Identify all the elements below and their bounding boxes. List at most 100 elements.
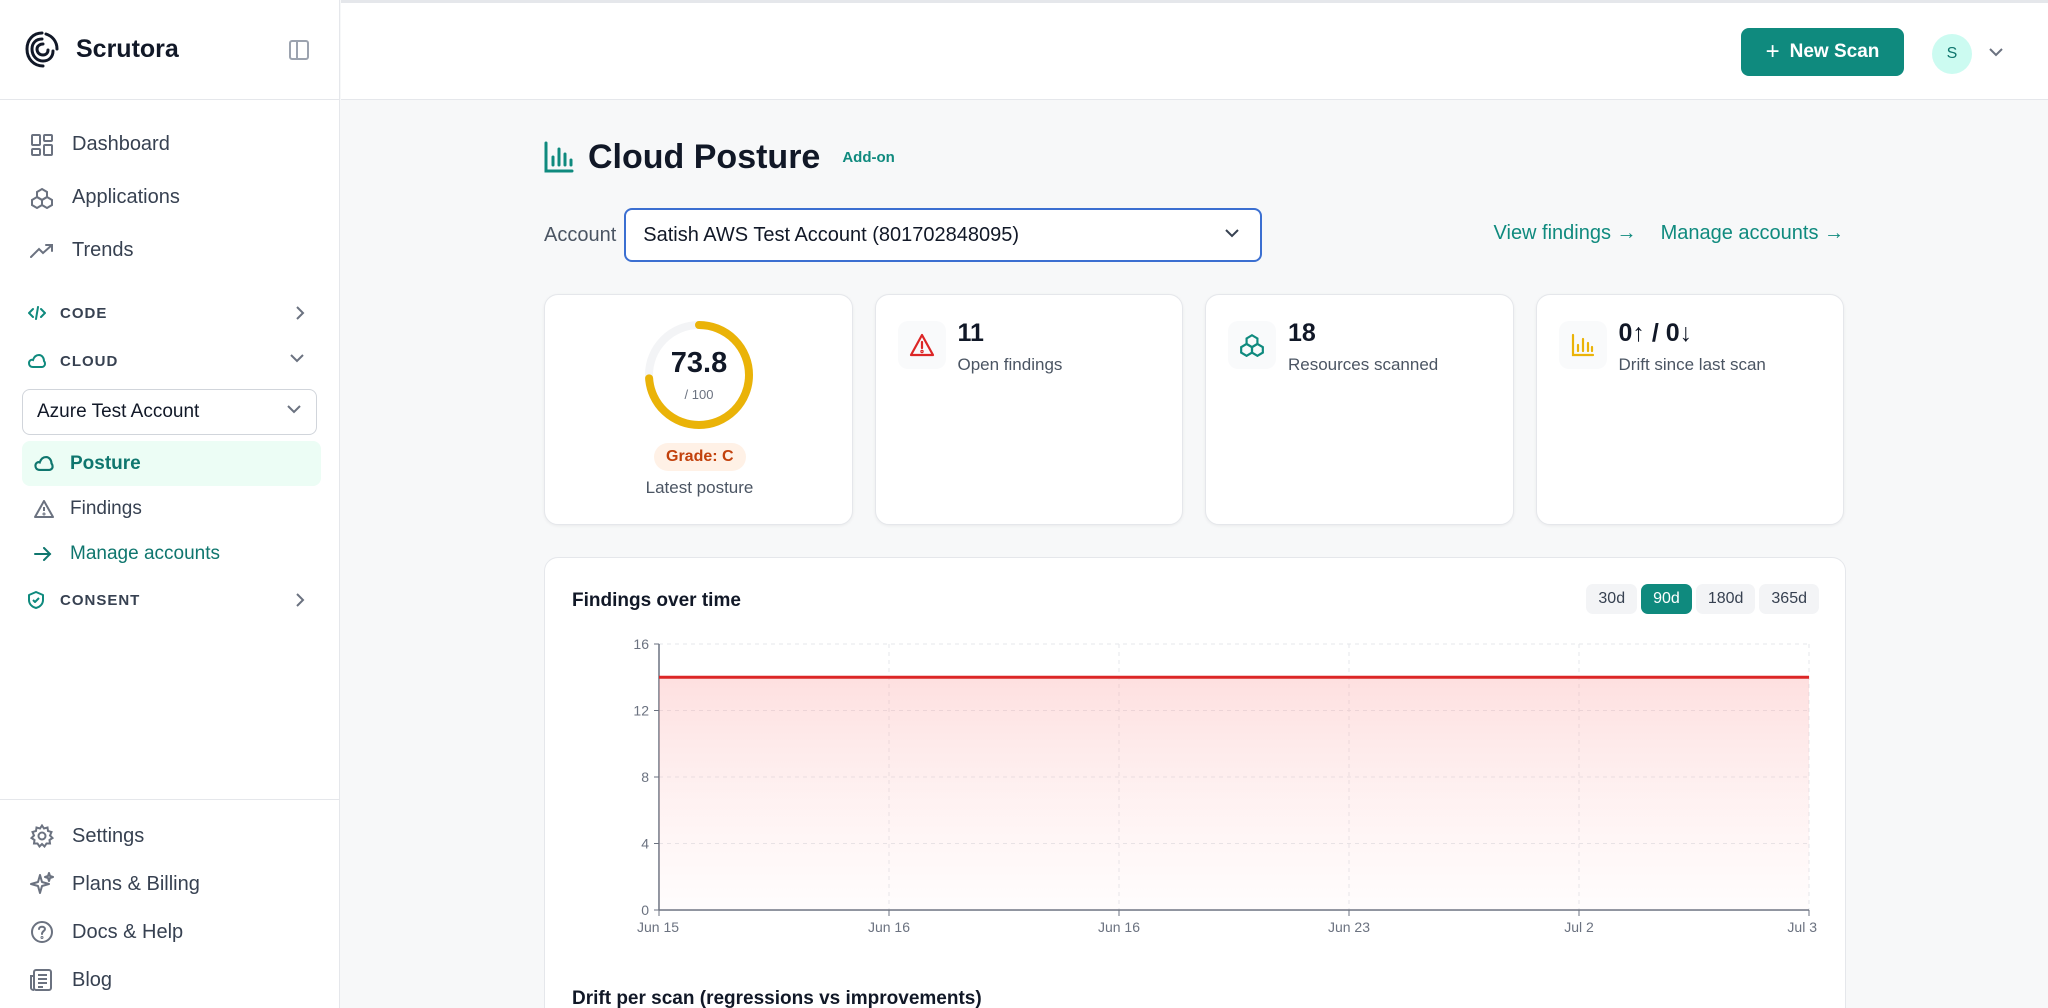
y-tick-label: 16 [633,636,649,652]
nav-item-label: Settings [72,824,145,847]
newspaper-icon [28,968,56,992]
chevron-right-icon [296,306,305,320]
collapse-sidebar-icon[interactable] [289,40,309,60]
view-findings-link[interactable]: View findings → [1493,222,1637,244]
avatar[interactable]: S [1932,34,1972,74]
main-nav: Dashboard Applications Trends CODE [0,100,339,624]
range-30d-button[interactable]: 30d [1586,584,1638,614]
brand-logo-icon [25,31,59,67]
arrow-right-icon [34,546,56,561]
x-tick-label: Jul 2 [1564,919,1594,935]
x-tick-label: Jul 3 [1787,919,1817,935]
account-row: Account Satish AWS Test Account (8017028… [544,208,1844,262]
shield-check-icon [28,591,48,609]
drift-label: Drift since last scan [1618,355,1766,374]
stat-cards: 73.8 / 100 Grade: C Latest posture 11 Op… [544,294,1844,525]
plus-icon: + [1765,38,1780,65]
sidebar-item-label: Manage accounts [70,542,220,564]
nav-item-label: Plans & Billing [72,872,200,895]
main-content: Cloud Posture Add-on Account Satish AWS … [544,100,1846,1008]
open-findings-label: Open findings [957,355,1063,374]
range-90d-button[interactable]: 90d [1641,584,1692,614]
chevron-down-icon [287,405,301,414]
drift-value: 0↑ / 0↓ [1618,319,1693,347]
chart-title: Findings over time [572,590,741,611]
score-gauge-ring [645,321,753,429]
series-area [659,677,1809,910]
account-select[interactable]: Satish AWS Test Account (801702848095) [624,208,1263,262]
x-tick-label: Jun 16 [1098,919,1140,935]
code-icon [28,306,48,320]
nav-item-label: Applications [72,186,180,208]
nav-item-label: Docs & Help [72,920,184,943]
score-gauge: 73.8 / 100 [643,319,755,431]
score-label: Latest posture [645,478,754,497]
sidebar-item-findings[interactable]: Findings [22,486,321,531]
nav-item-plans-billing[interactable]: Plans & Billing [0,860,339,908]
section-code[interactable]: CODE [0,289,339,337]
range-toggle: 30d 90d 180d 365d [1586,584,1819,614]
cloud-account-select[interactable]: Azure Test Account [22,389,317,435]
nav-item-label: Dashboard [72,133,170,155]
x-tick-label: Jun 16 [868,919,910,935]
y-tick-label: 4 [641,836,649,852]
page-title: Cloud Posture [588,137,821,176]
sidebar-item-manage-accounts[interactable]: Manage accounts [22,531,321,576]
applications-icon [28,186,56,210]
range-365d-button[interactable]: 365d [1759,584,1819,614]
warning-icon [897,321,946,369]
help-icon [28,920,56,944]
open-findings-card: 11 Open findings [874,294,1183,525]
sparkles-icon [28,872,56,896]
nav-item-dashboard[interactable]: Dashboard [0,118,339,171]
warning-icon [34,499,56,518]
section-cloud[interactable]: CLOUD [0,337,339,385]
sidebar-item-label: Posture [70,452,141,474]
chevron-down-icon [1225,229,1239,238]
x-tick-label: Jun 23 [1328,919,1370,935]
trends-icon [28,239,56,263]
section-consent[interactable]: CONSENT [0,576,339,624]
resources-label: Resources scanned [1288,355,1439,374]
y-tick-label: 0 [641,902,649,918]
drift-card: 0↑ / 0↓ Drift since last scan [1535,294,1844,525]
addon-badge: Add-on [842,148,895,166]
nav-item-docs-help[interactable]: Docs & Help [0,908,339,956]
cloud-icon [34,456,56,471]
chevron-down-icon [290,354,304,363]
new-scan-button[interactable]: + New Scan [1741,28,1904,76]
sidebar-item-posture[interactable]: Posture [22,441,321,486]
nav-item-label: Trends [72,239,134,261]
score-max: / 100 [684,387,714,402]
resources-icon [1228,321,1276,369]
new-scan-label: New Scan [1789,41,1880,62]
bar-chart-icon [544,141,574,173]
chevron-right-icon [296,593,305,607]
bar-chart-icon [1558,321,1607,369]
nav-item-label: Blog [72,968,113,991]
brand-header: Scrutora [0,0,339,100]
score-value: 73.8 [670,347,728,379]
y-tick-label: 8 [641,769,649,785]
sidebar-bottom: Settings Plans & Billing Docs & Help Blo… [0,799,339,1008]
nav-item-settings[interactable]: Settings [0,812,339,860]
cloud-icon [28,354,48,368]
brand-name: Scrutora [76,35,179,63]
section-code-label: CODE [60,304,108,322]
chevron-down-icon[interactable] [1988,47,2004,57]
range-180d-button[interactable]: 180d [1695,584,1756,614]
section-cloud-label: CLOUD [60,352,119,370]
findings-chart: 0 4 8 12 16 Jun 15 Jun 16 Jun 16 Jun 23 Jul 2 Jul … [633,636,1817,935]
nav-item-trends[interactable]: Trends [0,224,339,277]
findings-chart-card: Findings over time 30d 90d 180d 365d 0 4 8… [544,557,1846,1008]
x-tick-label: Jun 15 [637,919,679,935]
nav-item-blog[interactable]: Blog [0,956,339,1004]
account-select-value: Satish AWS Test Account (801702848095) [643,223,1020,246]
resources-value: 18 [1288,319,1316,347]
manage-accounts-link[interactable]: Manage accounts → [1660,222,1844,244]
grade-badge: Grade: C [654,443,746,471]
open-findings-value: 11 [957,319,984,347]
topbar: + New Scan S [341,0,2048,100]
nav-item-applications[interactable]: Applications [0,171,339,224]
y-tick-label: 12 [633,703,649,719]
